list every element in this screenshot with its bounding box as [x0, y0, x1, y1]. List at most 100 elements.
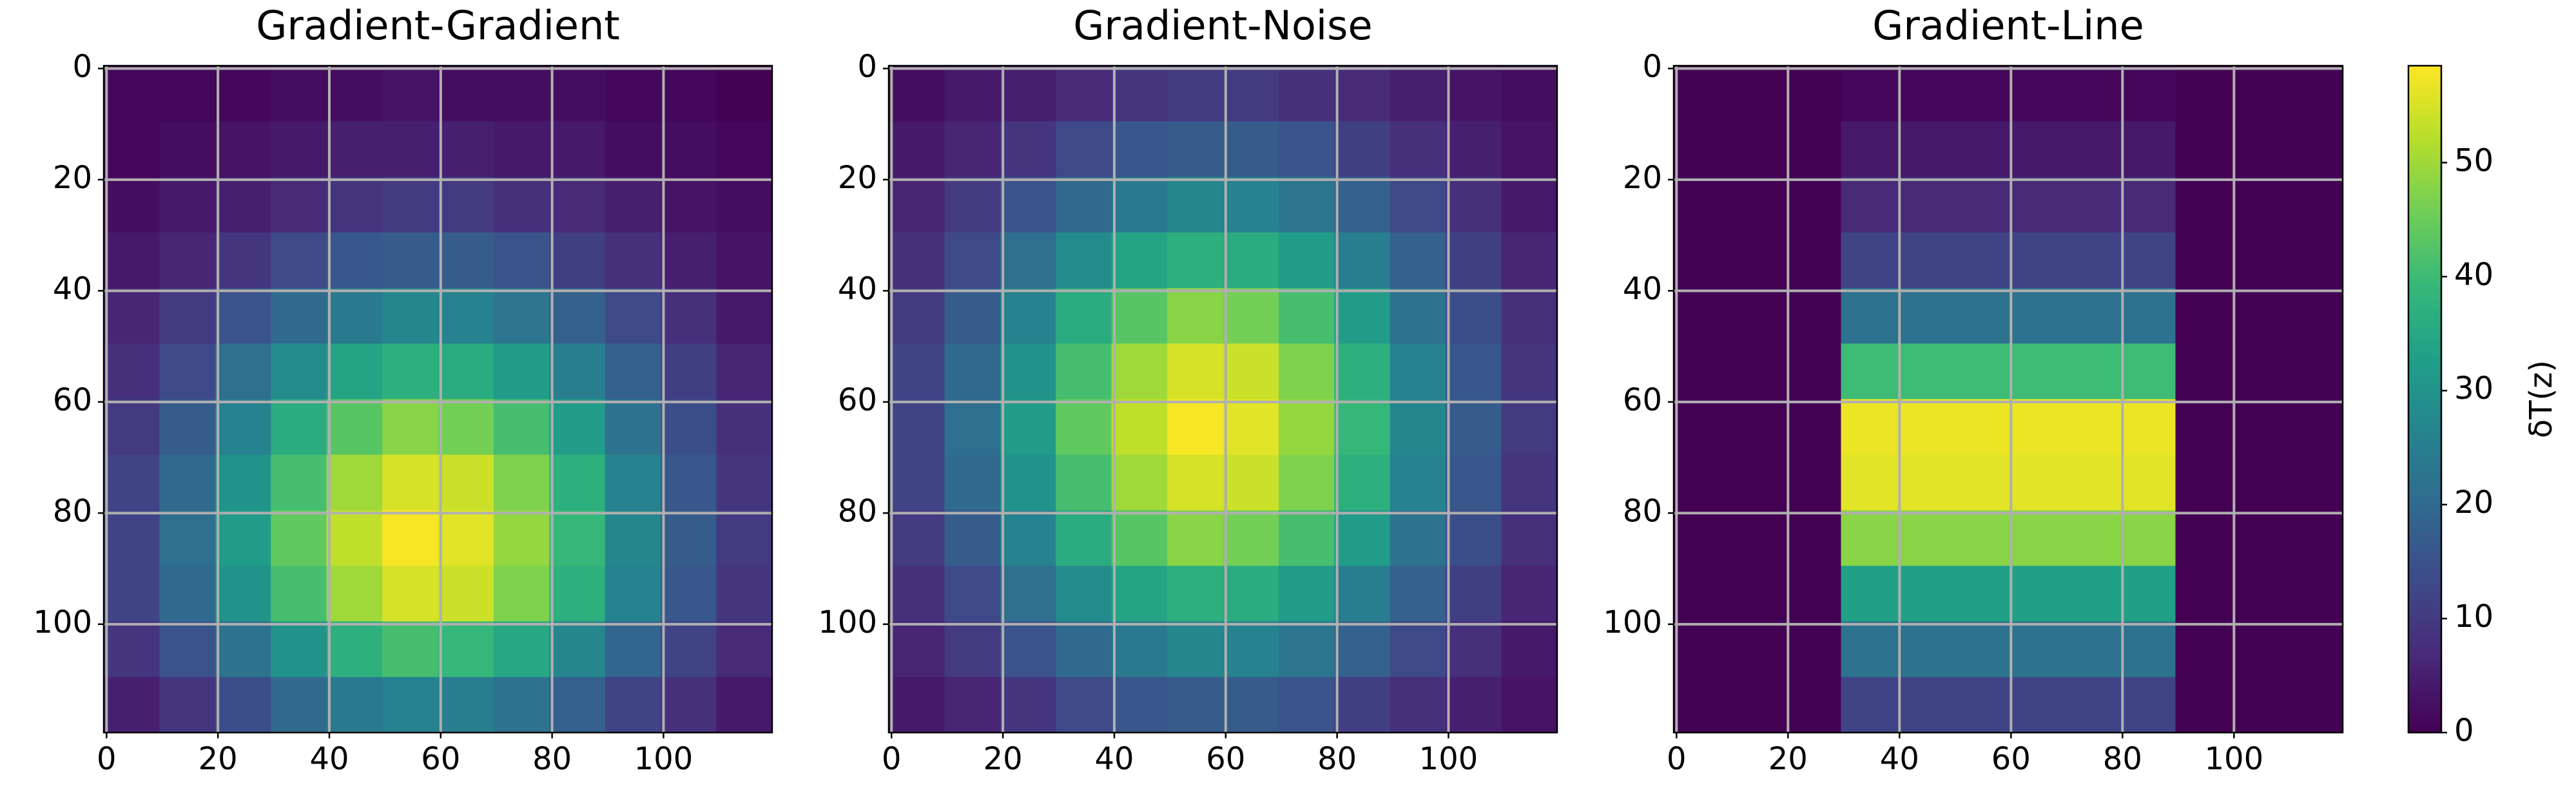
heat-cell: [493, 621, 550, 678]
heat-cell: [2287, 288, 2343, 344]
heat-cell: [215, 399, 271, 456]
heat-cell: [1111, 343, 1168, 400]
heat-cell: [1501, 566, 1557, 622]
heat-cell: [271, 399, 327, 456]
heat-cell: [493, 677, 550, 733]
heat-cell: [716, 621, 772, 678]
heat-cell: [1167, 121, 1224, 178]
heat-cell: [1674, 288, 1730, 344]
heat-cell: [2008, 454, 2065, 511]
x-tick-label: 0: [882, 741, 902, 777]
x-tick-label: 100: [1419, 741, 1478, 777]
heat-cell: [271, 566, 327, 622]
colorbar-tick-label: 40: [2454, 256, 2494, 293]
heat-cell: [2008, 232, 2065, 289]
heat-cell: [159, 121, 216, 178]
heat-cell: [2008, 121, 2065, 178]
x-tick-label: 20: [199, 741, 238, 777]
heat-cell: [215, 454, 271, 511]
heat-cell: [326, 510, 383, 566]
heat-cell: [104, 677, 160, 733]
heat-cell: [1223, 177, 1279, 233]
heat-cell: [1223, 677, 1279, 733]
heat-cell: [1223, 66, 1279, 122]
heat-cell: [2120, 66, 2176, 122]
heat-cell: [1841, 288, 1897, 344]
y-tick-label: 60: [838, 382, 877, 418]
heat-cell: [1446, 510, 1502, 566]
heat-cell: [716, 566, 772, 622]
heat-cell: [1785, 177, 1842, 233]
heat-cell: [1334, 510, 1391, 566]
heat-cell: [1334, 566, 1391, 622]
heat-cell: [2120, 399, 2176, 456]
heat-cell: [944, 454, 1001, 511]
heat-cell: [1056, 510, 1112, 566]
heat-cell: [1167, 399, 1224, 456]
heat-cell: [1952, 510, 2009, 566]
heat-cell: [271, 177, 327, 233]
heat-cell: [159, 66, 216, 122]
heat-cell: [605, 177, 661, 233]
heat-cell: [549, 399, 606, 456]
heat-cell: [2287, 566, 2343, 622]
heat-cell: [889, 66, 945, 122]
heat-cell: [2175, 66, 2232, 122]
heat-cell: [1167, 566, 1224, 622]
heat-cell: [1729, 566, 1786, 622]
heat-cell: [493, 232, 550, 289]
heat-cell: [549, 232, 606, 289]
heat-cell: [549, 177, 606, 233]
heat-cell: [1785, 454, 1842, 511]
heat-cell: [2008, 66, 2065, 122]
heat-cell: [1446, 677, 1502, 733]
heat-cell: [2008, 399, 2065, 456]
y-tick-label: 80: [53, 493, 92, 529]
heat-cell: [326, 232, 383, 289]
x-tick-label: 0: [97, 741, 117, 777]
heat-cell: [104, 343, 160, 400]
heat-cell: [889, 121, 945, 178]
heat-cell: [1334, 121, 1391, 178]
heat-cell: [1729, 343, 1786, 400]
heat-cell: [1446, 288, 1502, 344]
heat-cell: [2064, 177, 2120, 233]
heat-cell: [1334, 621, 1391, 678]
heat-cell: [1111, 177, 1168, 233]
heat-cell: [104, 510, 160, 566]
heat-cell: [1278, 66, 1335, 122]
heat-cell: [1785, 232, 1842, 289]
heat-cell: [1897, 510, 1953, 566]
heat-cell: [1223, 288, 1279, 344]
heat-cell: [1729, 177, 1786, 233]
heat-cell: [104, 566, 160, 622]
heat-cell: [1390, 510, 1446, 566]
heat-cell: [2008, 510, 2065, 566]
heat-cell: [1674, 454, 1730, 511]
x-tick-label: 100: [634, 741, 693, 777]
x-tick-label: 60: [421, 741, 460, 777]
heat-cell: [1897, 288, 1953, 344]
heat-cell: [1390, 621, 1446, 678]
heat-cell: [1390, 454, 1446, 511]
heat-cell: [1223, 621, 1279, 678]
heat-cell: [2175, 566, 2232, 622]
heat-cell: [2008, 288, 2065, 344]
heat-cell: [1446, 177, 1502, 233]
heat-cell: [2231, 66, 2288, 122]
y-tick-label: 80: [838, 493, 877, 529]
heat-cell: [1000, 677, 1056, 733]
heat-cell: [1785, 621, 1842, 678]
heat-cell: [215, 288, 271, 344]
heat-cell: [2064, 66, 2120, 122]
heat-cell: [1952, 621, 2009, 678]
heat-cell: [1390, 288, 1446, 344]
heat-cell: [605, 288, 661, 344]
colorbar-tick-label: 30: [2454, 370, 2494, 407]
x-tick-label: 80: [2103, 741, 2142, 777]
heat-cell: [438, 121, 494, 178]
x-tick-label: 60: [1991, 741, 2031, 777]
heat-cell: [2287, 121, 2343, 178]
y-tick-label: 0: [857, 48, 877, 84]
heat-cell: [1674, 121, 1730, 178]
